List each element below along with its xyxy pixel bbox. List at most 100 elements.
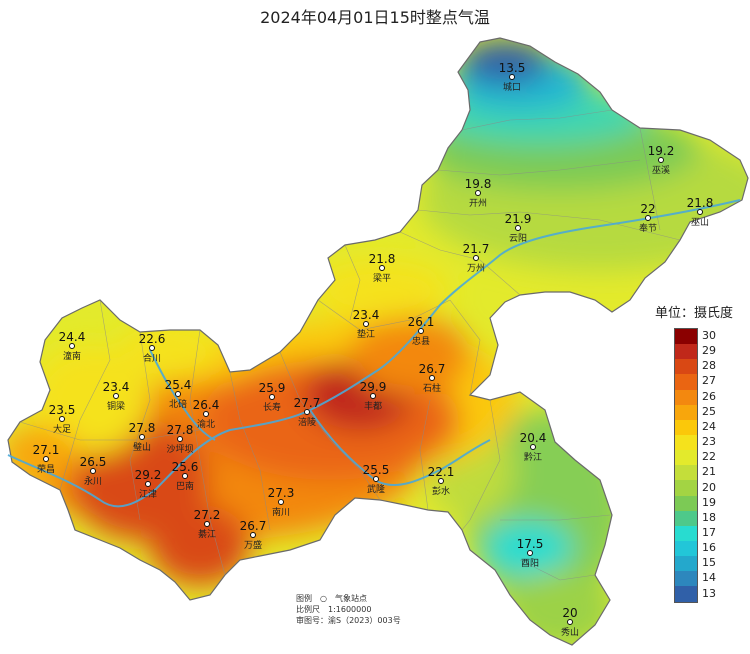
- station-marker: [658, 157, 664, 163]
- color-scale-cell: [675, 374, 697, 390]
- station-temperature: 27.1: [33, 443, 60, 457]
- station: 21.8 梁平: [369, 252, 396, 284]
- station-name: 万盛: [244, 539, 262, 551]
- station-symbol-icon: ○: [320, 594, 327, 603]
- station: 17.5 酉阳: [517, 537, 544, 569]
- station-name: 合川: [143, 352, 161, 364]
- station: 26.5 永川: [80, 455, 107, 487]
- station-name: 奉节: [639, 222, 657, 234]
- station-marker: [515, 225, 521, 231]
- color-scale-label: 26: [702, 389, 716, 403]
- station: 23.5 大足: [49, 403, 76, 435]
- station: 27.2 綦江: [194, 508, 221, 540]
- station-name: 忠县: [412, 336, 430, 347]
- color-scale-cell: [675, 359, 697, 375]
- station-caption: 气象站点: [334, 594, 367, 603]
- station-name: 渝北: [197, 418, 215, 430]
- station: 24.4 潼南: [59, 330, 86, 362]
- station-name: 长寿: [263, 401, 281, 413]
- station-name: 黔江: [524, 451, 542, 463]
- station-name: 大足: [53, 423, 71, 435]
- station-name: 沙坪坝: [166, 444, 193, 455]
- station: 20.4 黔江: [520, 431, 547, 463]
- station: 22.1 彭水: [428, 465, 455, 497]
- station-temperature: 20.4: [520, 431, 547, 445]
- station-name: 永川: [84, 475, 102, 487]
- station-temperature: 29.9: [360, 380, 387, 394]
- station: 19.2 巫溪: [648, 144, 675, 176]
- station-marker: [697, 209, 703, 215]
- station: 26.7 石柱: [419, 362, 446, 394]
- color-scale-cell: [675, 510, 697, 526]
- station-marker: [149, 345, 155, 351]
- station-marker: [203, 411, 209, 417]
- station-temperature: 26.7: [419, 362, 446, 376]
- station-name: 荣昌: [37, 463, 55, 475]
- station-temperature: 22.6: [139, 332, 166, 346]
- station-name: 石柱: [423, 382, 441, 394]
- station-temperature: 27.3: [268, 486, 295, 500]
- station-name: 武隆: [367, 483, 385, 495]
- station-name: 丰都: [364, 400, 382, 412]
- color-scale-label: 14: [702, 571, 716, 585]
- color-scale-label: 28: [702, 359, 716, 373]
- color-scale-label: 17: [702, 525, 716, 539]
- legend-unit-label: 单位：摄氏度: [655, 306, 734, 321]
- color-scale-label: 25: [702, 404, 716, 418]
- station-temperature: 26.5: [80, 455, 107, 469]
- station: 21.9 云阳: [505, 212, 532, 244]
- rivers: [7, 199, 741, 508]
- color-scale-cell: [675, 540, 697, 557]
- color-scale-label: 27: [702, 374, 716, 388]
- station-marker: [475, 190, 481, 196]
- color-scale-label: 22: [702, 450, 716, 464]
- station-temperature: 25.5: [363, 463, 390, 477]
- color-scale-label: 13: [702, 586, 716, 600]
- station-temperature: 13.5: [499, 61, 526, 75]
- color-scale-cell: [675, 389, 697, 405]
- station: 25.5 武隆: [363, 463, 390, 495]
- station-name: 梁平: [373, 272, 391, 284]
- station-name: 秀山: [561, 626, 579, 638]
- station-temperature: 29.2: [135, 468, 162, 482]
- station-temperature: 19.8: [465, 177, 492, 191]
- station-name: 江津: [139, 489, 157, 500]
- station: 19.8 开州: [465, 177, 492, 209]
- station-name: 云阳: [509, 233, 527, 244]
- station-marker: [373, 476, 379, 482]
- color-scale-cell: [675, 434, 697, 451]
- station: 26.7 万盛: [240, 519, 267, 551]
- station-name: 巴南: [176, 480, 194, 492]
- station-marker: [145, 481, 151, 487]
- color-scale-cell: [675, 465, 697, 481]
- station: 23.4 垫江: [353, 308, 380, 340]
- station: 25.6 巴南: [172, 460, 199, 492]
- station-name: 垫江: [357, 328, 375, 340]
- approval-caption: 审图号：: [296, 616, 328, 625]
- station-temperature: 23.4: [353, 308, 380, 322]
- station-marker: [509, 74, 515, 80]
- station-marker: [530, 444, 536, 450]
- station-marker: [278, 499, 284, 505]
- station-temperature: 21.9: [505, 212, 532, 226]
- color-scale-label: 18: [702, 510, 716, 524]
- color-scale-cell: [675, 525, 697, 541]
- color-scale-cell: [675, 556, 697, 572]
- station-temperature: 27.7: [294, 396, 321, 410]
- map-title: 2024年04月01日15时整点气温: [260, 8, 490, 27]
- station-temperature: 23.5: [49, 403, 76, 417]
- station-temperature: 19.2: [648, 144, 675, 158]
- station-marker: [269, 394, 275, 400]
- station: 20 秀山: [561, 606, 579, 638]
- station: 22.6 合川: [139, 332, 166, 364]
- color-scale-cell: [675, 571, 697, 587]
- district-boundaries: [19, 109, 681, 581]
- color-scale-label: 15: [702, 556, 716, 570]
- station-temperature: 21.8: [687, 196, 714, 210]
- station-name: 酉阳: [521, 558, 539, 569]
- station-temperature: 27.8: [129, 421, 156, 435]
- color-scale-label: 19: [702, 495, 716, 509]
- station-name: 涪陵: [298, 416, 316, 428]
- color-scale-cell: [675, 404, 697, 420]
